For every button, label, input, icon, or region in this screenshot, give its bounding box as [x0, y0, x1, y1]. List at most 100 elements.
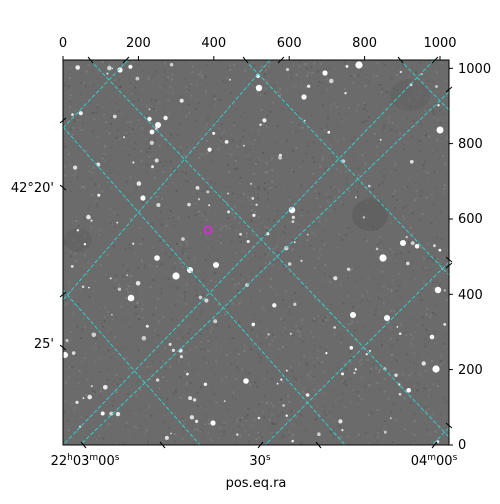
noise-pixel: [312, 172, 315, 175]
noise-pixel: [342, 383, 345, 386]
noise-pixel: [307, 239, 310, 242]
noise-pixel: [176, 242, 178, 245]
noise-pixel: [391, 441, 394, 443]
noise-pixel: [107, 178, 110, 181]
noise-pixel: [257, 129, 260, 132]
star: [181, 237, 185, 241]
noise-pixel: [204, 75, 207, 78]
noise-pixel: [425, 134, 427, 137]
noise-pixel: [426, 341, 429, 344]
noise-pixel: [360, 359, 363, 361]
noise-pixel: [69, 339, 72, 342]
edge-tick: [257, 441, 264, 449]
noise-pixel: [75, 171, 78, 174]
star: [71, 113, 74, 116]
noise-pixel: [439, 360, 442, 363]
noise-pixel: [183, 179, 186, 182]
star: [341, 372, 344, 376]
noise-pixel: [196, 391, 199, 394]
noise-pixel: [303, 355, 306, 358]
noise-pixel: [199, 74, 201, 77]
noise-pixel: [128, 153, 131, 156]
noise-pixel: [144, 264, 146, 267]
noise-pixel: [226, 76, 229, 79]
noise-pixel: [286, 418, 289, 421]
noise-pixel: [413, 431, 416, 434]
noise-pixel: [263, 90, 266, 93]
noise-pixel: [155, 70, 158, 73]
star: [325, 352, 328, 355]
noise-pixel: [250, 209, 253, 212]
noise-pixel: [379, 84, 381, 86]
noise-pixel: [333, 427, 336, 430]
noise-pixel: [397, 126, 400, 129]
noise-pixel: [213, 95, 216, 97]
noise-pixel: [214, 408, 216, 411]
noise-pixel: [175, 134, 178, 137]
noise-pixel: [376, 382, 379, 384]
noise-pixel: [292, 149, 295, 152]
noise-pixel: [234, 283, 237, 286]
noise-pixel: [166, 398, 169, 401]
noise-pixel: [306, 368, 309, 371]
noise-pixel: [447, 360, 449, 363]
noise-pixel: [137, 196, 140, 199]
noise-pixel: [106, 381, 109, 384]
noise-pixel: [182, 336, 185, 339]
noise-pixel: [160, 230, 163, 233]
noise-pixel: [313, 365, 316, 368]
noise-pixel: [210, 222, 213, 225]
noise-pixel: [389, 222, 392, 224]
noise-pixel: [265, 255, 268, 258]
noise-pixel: [160, 287, 163, 290]
star: [421, 73, 423, 75]
noise-pixel: [362, 303, 365, 306]
noise-pixel: [280, 398, 283, 401]
noise-pixel: [227, 331, 230, 334]
noise-pixel: [179, 354, 182, 357]
noise-pixel: [160, 197, 163, 200]
noise-pixel: [389, 100, 391, 103]
noise-pixel: [379, 308, 382, 311]
noise-pixel: [374, 435, 377, 438]
noise-pixel: [235, 252, 238, 255]
noise-pixel: [298, 65, 301, 68]
right-tick-label: 400: [458, 288, 483, 303]
noise-pixel: [169, 86, 172, 89]
noise-pixel: [300, 214, 303, 217]
noise-pixel: [185, 115, 188, 118]
noise-pixel: [402, 256, 405, 259]
noise-pixel: [298, 363, 301, 366]
noise-pixel: [88, 187, 91, 190]
noise-pixel: [370, 271, 373, 274]
noise-pixel: [179, 262, 182, 264]
star: [83, 243, 87, 246]
noise-pixel: [254, 381, 257, 384]
noise-pixel: [435, 101, 438, 104]
noise-pixel: [414, 124, 417, 127]
noise-pixel: [66, 274, 69, 277]
noise-pixel: [425, 404, 428, 407]
noise-pixel: [218, 436, 221, 439]
noise-pixel: [304, 430, 307, 433]
noise-pixel: [294, 201, 297, 204]
noise-pixel: [348, 275, 351, 278]
noise-pixel: [325, 125, 328, 128]
star: [179, 355, 183, 359]
noise-pixel: [373, 132, 376, 135]
noise-pixel: [137, 99, 140, 102]
noise-pixel: [408, 178, 411, 181]
noise-pixel: [150, 60, 153, 63]
noise-pixel: [164, 62, 166, 65]
noise-pixel: [342, 203, 345, 206]
noise-pixel: [138, 117, 141, 119]
noise-pixel: [129, 120, 132, 123]
noise-pixel: [230, 226, 233, 229]
noise-pixel: [413, 199, 416, 202]
noise-pixel: [239, 194, 242, 197]
noise-pixel: [126, 265, 129, 268]
noise-pixel: [327, 415, 330, 418]
noise-pixel: [432, 383, 435, 386]
noise-pixel: [129, 217, 132, 220]
noise-pixel: [202, 229, 204, 232]
